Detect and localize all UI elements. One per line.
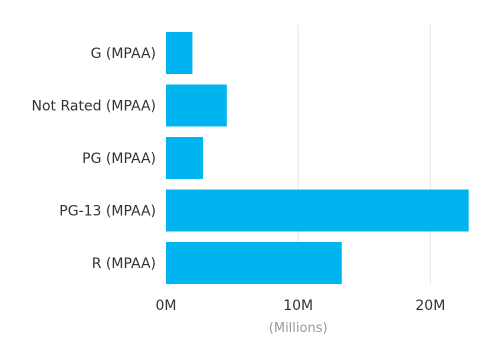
- bar: [166, 242, 342, 284]
- category-label: G (MPAA): [91, 46, 156, 62]
- bar: [166, 137, 204, 179]
- x-tick-labels: 0M 10M 20M: [156, 298, 446, 314]
- x-axis-title: (Millions): [269, 321, 328, 336]
- x-tick-label: 20M: [415, 298, 445, 314]
- bar: [166, 32, 193, 74]
- category-label: Not Rated (MPAA): [31, 99, 156, 115]
- bars: [166, 32, 469, 284]
- category-labels: G (MPAA) Not Rated (MPAA) PG (MPAA) PG-13 (…: [31, 46, 156, 272]
- category-label: PG-13 (MPAA): [59, 204, 156, 220]
- gridlines: [297, 25, 431, 285]
- bar: [166, 189, 469, 232]
- category-label: R (MPAA): [92, 256, 156, 272]
- x-tick-label: 10M: [283, 298, 313, 314]
- x-tick-label: 0M: [156, 298, 177, 314]
- category-label: PG (MPAA): [82, 151, 156, 167]
- bar: [166, 84, 227, 127]
